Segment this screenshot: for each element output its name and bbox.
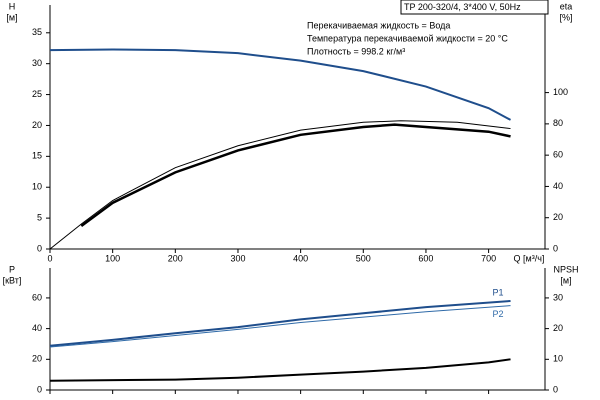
y2-unit: [м]	[560, 275, 571, 285]
curve	[49, 358, 511, 382]
curve	[49, 48, 512, 121]
y-tick-label: 25	[32, 89, 42, 99]
y2-tick-label: 80	[553, 118, 563, 128]
header-box	[400, 0, 549, 15]
y-tick-label: 60	[32, 292, 42, 302]
y2-tick-label: 0	[553, 243, 558, 253]
y-tick-label: 5	[37, 212, 42, 222]
y-tick-label: 0	[37, 384, 42, 394]
x-tick-label: 500	[356, 253, 371, 263]
x-tick-label: 400	[293, 253, 308, 263]
y2-label: NPSH	[553, 264, 578, 274]
y2-tick-label: 60	[553, 150, 563, 160]
y2-tick-label: 20	[553, 323, 563, 333]
x-label: Q [м³/ч]	[514, 253, 545, 263]
annotation: Перекачиваемая жидкость = Вода	[307, 20, 450, 30]
y-tick-label: 40	[32, 323, 42, 333]
annotation: Плотность = 998.2 кг/м³	[307, 46, 405, 56]
x-tick-label: 700	[481, 253, 496, 263]
y-unit: [кВт]	[3, 275, 22, 285]
curve	[49, 299, 511, 347]
y2-tick-label: 0	[553, 384, 558, 394]
curve	[80, 123, 511, 228]
header: TP 200-320/4, 3*400 V, 50Hz	[404, 2, 521, 12]
y-tick-label: 15	[32, 151, 42, 161]
y2-tick-label: 20	[553, 212, 563, 222]
y-tick-label: 20	[32, 354, 42, 364]
series-label: P2	[493, 309, 504, 319]
y2-tick-label: 30	[553, 292, 563, 302]
y-tick-label: 35	[32, 27, 42, 37]
x-tick-label: 200	[168, 253, 183, 263]
y2-tick-label: 100	[553, 87, 568, 97]
x-tick-label: 300	[230, 253, 245, 263]
y-label: H	[9, 1, 16, 11]
curve	[49, 120, 511, 250]
y-unit: [м]	[6, 12, 17, 22]
y2-label: eta	[560, 1, 573, 11]
y2-unit: [%]	[559, 12, 572, 22]
x-tick-label: 600	[418, 253, 433, 263]
y-tick-label: 20	[32, 120, 42, 130]
y2-tick-label: 40	[553, 181, 563, 191]
x-tick-label: 100	[105, 253, 120, 263]
curve	[49, 305, 511, 348]
series-label: P1	[493, 287, 504, 297]
y-tick-label: 10	[32, 182, 42, 192]
x-tick-label: 0	[47, 253, 52, 263]
y-label: P	[9, 264, 15, 274]
y2-tick-label: 10	[553, 354, 563, 364]
y-tick-label: 0	[37, 243, 42, 253]
y-tick-label: 30	[32, 58, 42, 68]
annotation: Температура перекачиваемой жидкости = 20…	[307, 33, 508, 43]
